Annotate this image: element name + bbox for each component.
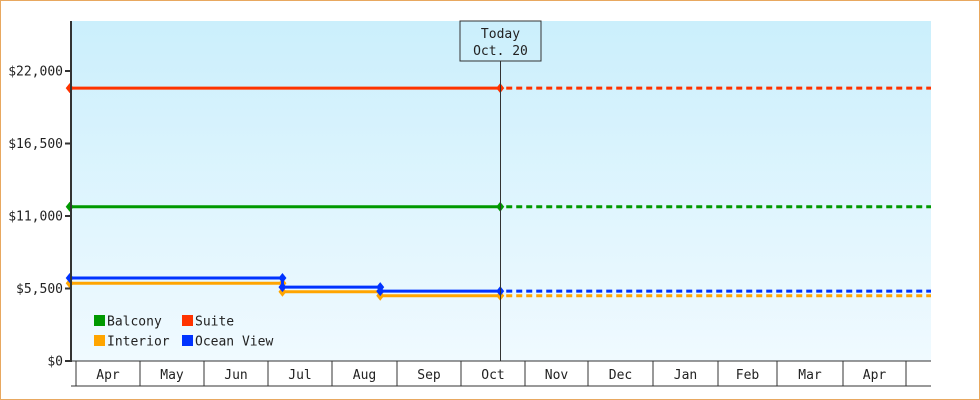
y-tick-label: $16,500 [8, 137, 63, 152]
legend-swatch [94, 315, 105, 326]
legend-label: Interior [107, 335, 170, 350]
legend-label: Balcony [107, 315, 162, 330]
y-tick-label: $22,000 [8, 65, 63, 80]
x-tick-label: May [160, 368, 184, 383]
x-tick-label: Dec [609, 368, 632, 383]
data-point [376, 286, 385, 297]
x-tick-label: Jan [674, 368, 697, 383]
legend: Balcony Suite Interior Ocean View [94, 315, 273, 350]
x-tick-label: Nov [545, 368, 569, 383]
x-tick-label: Aug [353, 368, 376, 383]
x-tick-label: Mar [798, 368, 822, 383]
y-tick-label: $11,000 [8, 210, 63, 225]
x-tick-label: Oct [481, 368, 504, 383]
today-marker: Today Oct. 20 [459, 20, 542, 62]
x-tick-label: Feb [736, 368, 760, 383]
x-tick-label: Jul [288, 368, 311, 383]
today-box [459, 20, 542, 62]
today-date: Oct. 20 [473, 44, 528, 59]
series-line-ocean-view [69, 276, 501, 293]
data-point [278, 282, 287, 293]
x-tick-label: Apr [96, 368, 120, 383]
x-tick-label: Jun [224, 368, 247, 383]
legend-label: Ocean View [195, 335, 273, 350]
y-tick-label: $5,500 [16, 282, 63, 297]
series-line-interior [69, 281, 501, 298]
legend-swatch [182, 315, 193, 326]
today-label: Today [481, 27, 520, 42]
legend-swatch [94, 335, 105, 346]
x-tick-label: Apr [863, 368, 887, 383]
y-tick-label: $0 [47, 355, 63, 370]
legend-swatch [182, 335, 193, 346]
legend-label: Suite [195, 315, 234, 330]
data-point [278, 272, 287, 283]
x-tick-label: Sep [417, 368, 441, 383]
